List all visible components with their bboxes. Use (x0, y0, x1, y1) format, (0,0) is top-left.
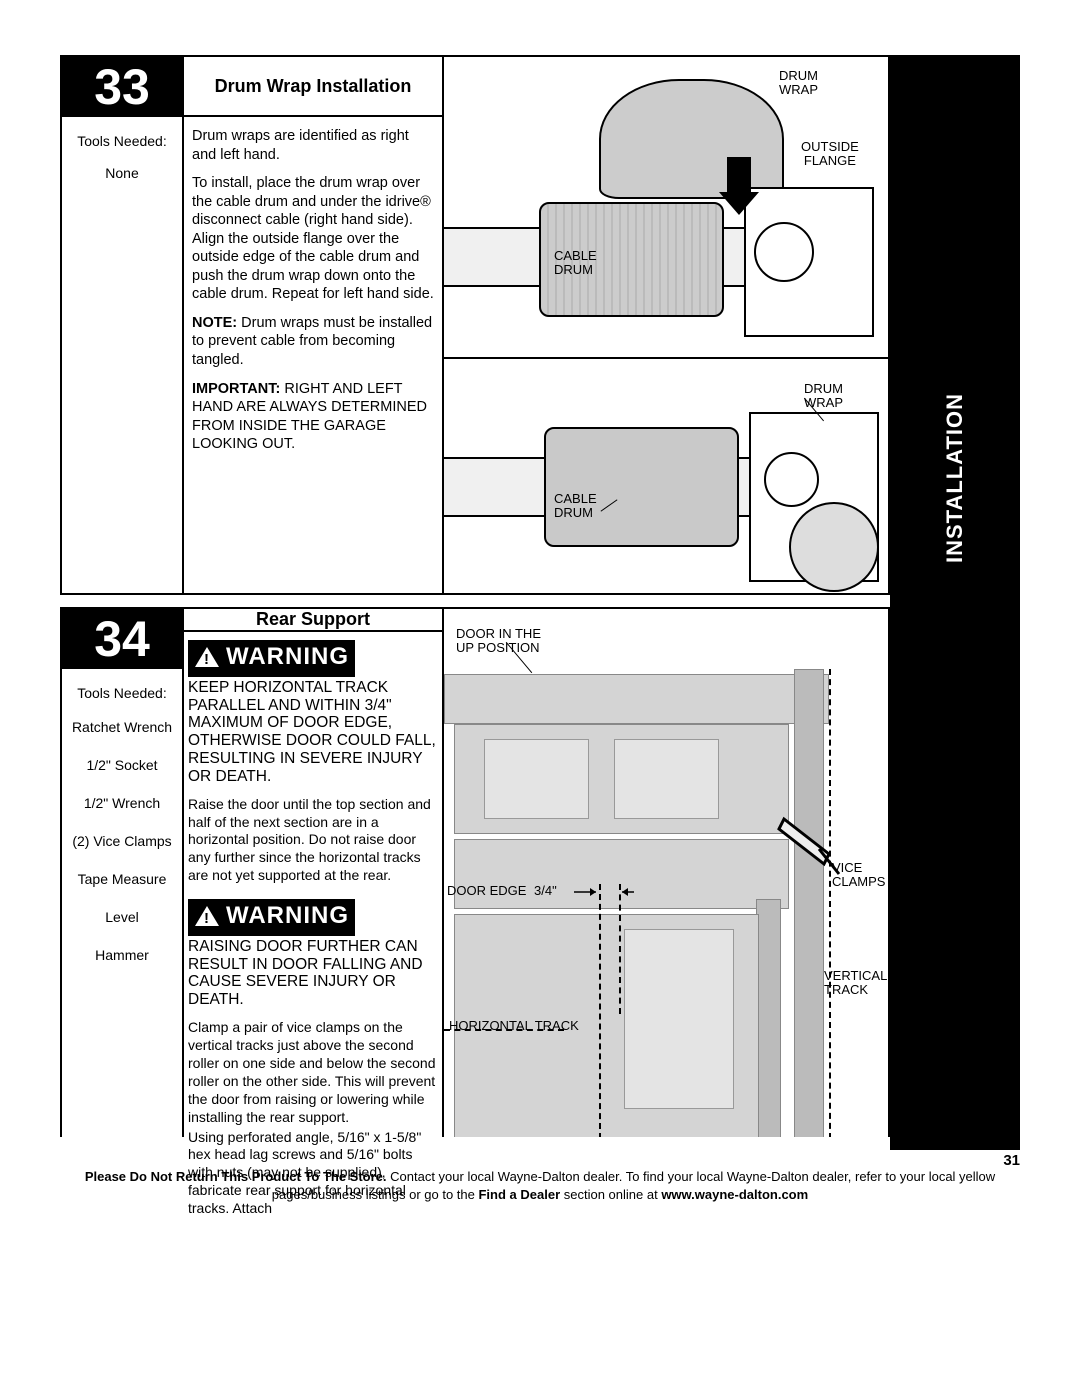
tool-item: Hammer (68, 941, 176, 969)
tool-item: Ratchet Wrench (68, 713, 176, 741)
step-34-mid-col: Rear Support ! WARNING KEEP HORIZONTAL T… (184, 609, 444, 1137)
warning-text: KEEP HORIZONTAL TRACK PARALLEL AND WITHI… (188, 679, 436, 786)
paragraph: Drum wraps are identified as right and l… (192, 127, 434, 164)
step-34-left-col: 34 Tools Needed: Ratchet Wrench 1/2" Soc… (62, 609, 184, 1137)
illustration-divider (444, 357, 888, 359)
step-number: 33 (94, 62, 150, 112)
label-cable-drum-2: CABLE DRUM (554, 492, 597, 521)
label-door-edge: DOOR EDGE (447, 884, 526, 898)
section-tab-label: INSTALLATION (942, 393, 968, 563)
warning-badge: ! WARNING (188, 640, 355, 677)
step-34-illustration: DOOR IN THE UP POSITION VICE CLAMPS VERT… (444, 609, 888, 1137)
vertical-track-shape (756, 899, 781, 1137)
footer-rest2: section online at (560, 1187, 661, 1202)
down-arrow-icon (719, 157, 759, 217)
label-drum-wrap: DRUM WRAP (779, 69, 818, 98)
bolt-shape (754, 222, 814, 282)
tool-item: (2) Vice Clamps (68, 827, 176, 855)
footer-url: www.wayne-dalton.com (661, 1187, 808, 1202)
step-33-mid-col: Drum Wrap Installation Drum wraps are id… (184, 57, 444, 593)
panel-inset (484, 739, 589, 819)
label-cable-drum: CABLE DRUM (554, 249, 597, 278)
label-horizontal-track: HORIZONTAL TRACK (449, 1019, 579, 1033)
note-label: NOTE: (192, 315, 237, 331)
vertical-track-shape (794, 669, 824, 1137)
step-33: 33 Tools Needed: None Drum Wrap Installa… (60, 55, 890, 595)
dashed-line (599, 884, 601, 1137)
tools-list: Ratchet Wrench 1/2" Socket 1/2" Wrench (… (68, 713, 176, 969)
page-number: 31 (1003, 1150, 1020, 1171)
step-body: ! WARNING KEEP HORIZONTAL TRACK PARALLEL… (184, 632, 442, 1220)
step-title: Drum Wrap Installation (184, 57, 442, 117)
important-paragraph: IMPORTANT: RIGHT AND LEFT HAND ARE ALWAY… (192, 380, 434, 454)
footer-text: Please Do Not Return This Product To The… (85, 1169, 995, 1202)
tools-header: Tools Needed: (68, 679, 176, 707)
svg-text:!: ! (204, 651, 210, 668)
end-cap-shape (789, 502, 879, 592)
dimension-arrow-icon (574, 884, 634, 900)
panel-inset (624, 929, 734, 1109)
label-vice-clamps: VICE CLAMPS (832, 861, 885, 890)
step-body: Drum wraps are identified as right and l… (184, 117, 442, 472)
label-vertical-track: VERTICAL TRACK (824, 969, 887, 998)
warning-text: RAISING DOOR FURTHER CAN RESULT IN DOOR … (188, 938, 436, 1009)
step-33-left-col: 33 Tools Needed: None (62, 57, 184, 593)
tool-item: None (68, 159, 176, 187)
label-three-quarter: 3/4" (534, 884, 557, 898)
svg-text:!: ! (204, 910, 210, 927)
warning-label: WARNING (226, 642, 349, 673)
warning-badge: ! WARNING (188, 899, 355, 936)
bolt-shape-2 (764, 452, 819, 507)
page-footer: 31 Please Do Not Return This Product To … (60, 1168, 1020, 1204)
step-33-illustration: DRUM WRAP OUTSIDE FLANGE CABLE DRUM DRUM… (444, 57, 888, 593)
tools-needed: Tools Needed: Ratchet Wrench 1/2" Socket… (62, 669, 182, 989)
dashed-line (829, 669, 831, 1137)
step-34: 34 Tools Needed: Ratchet Wrench 1/2" Soc… (60, 607, 890, 1137)
label-outside-flange: OUTSIDE FLANGE (801, 140, 859, 169)
panel-inset (614, 739, 719, 819)
dashed-line (619, 884, 621, 1014)
step-number-box: 34 (62, 609, 182, 669)
paragraph: To install, place the drum wrap over the… (192, 174, 434, 304)
tools-needed: Tools Needed: None (62, 117, 182, 201)
label-door-up: DOOR IN THE UP POSITION (456, 627, 541, 656)
tool-item: 1/2" Socket (68, 751, 176, 779)
note-paragraph: NOTE: Drum wraps must be installed to pr… (192, 314, 434, 370)
footer-bold: Please Do Not Return This Product To The… (85, 1169, 387, 1184)
tool-item: 1/2" Wrench (68, 789, 176, 817)
track-angle (444, 674, 829, 724)
page-content: 33 Tools Needed: None Drum Wrap Installa… (60, 55, 890, 1149)
tool-item: Tape Measure (68, 865, 176, 893)
step-number-box: 33 (62, 57, 182, 117)
warning-icon: ! (194, 646, 220, 668)
warning-label: WARNING (226, 901, 349, 932)
step-number: 34 (94, 614, 150, 664)
paragraph: Clamp a pair of vice clamps on the verti… (188, 1019, 436, 1126)
section-tab: INSTALLATION (890, 55, 1020, 1150)
step-title: Rear Support (184, 609, 442, 632)
tool-item: Level (68, 903, 176, 931)
warning-icon: ! (194, 905, 220, 927)
footer-bold2: Find a Dealer (478, 1187, 560, 1202)
important-label: IMPORTANT: (192, 381, 280, 397)
tools-header: Tools Needed: (68, 127, 176, 155)
tools-list: None (68, 159, 176, 187)
paragraph: Raise the door until the top section and… (188, 796, 436, 886)
drum-wrap-installed (544, 427, 739, 547)
